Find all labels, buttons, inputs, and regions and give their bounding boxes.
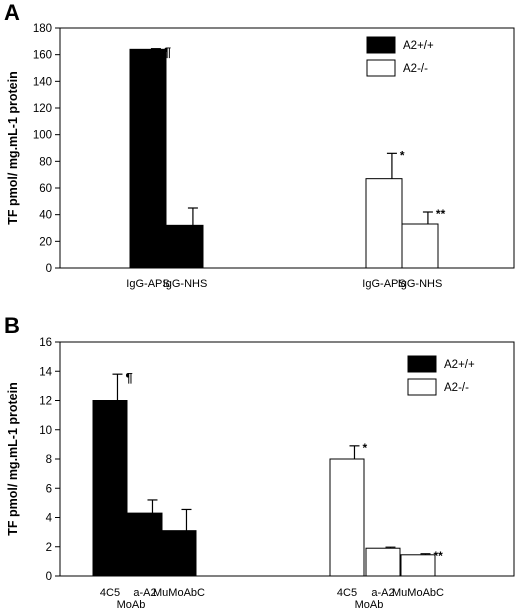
category-label: IgG-NHS: [163, 278, 208, 290]
legend-swatch: [407, 378, 437, 396]
panel-label: A: [4, 0, 20, 25]
y-tick-label: 80: [39, 156, 52, 168]
significance-marker: **: [433, 549, 443, 563]
legend-swatch: [407, 355, 437, 373]
significance-marker: *: [362, 441, 367, 455]
legend-label: A2-/-: [403, 63, 428, 75]
category-label: IgG-APS: [362, 278, 405, 290]
category-sublabel: MoAb: [117, 599, 146, 610]
legend-label: A2+/+: [403, 40, 434, 52]
y-tick-label: 2: [46, 542, 52, 554]
bar: [127, 512, 163, 577]
bar: [365, 547, 401, 577]
y-tick-label: 0: [46, 263, 52, 275]
category-label: IgG-APS: [126, 278, 169, 290]
y-tick-label: 160: [33, 50, 52, 62]
plot-frame: [59, 27, 515, 269]
y-tick-label: 140: [33, 76, 52, 88]
bar: [161, 530, 197, 577]
legend-swatch: [366, 36, 396, 54]
legend-label: A2+/+: [444, 359, 475, 371]
y-tick-label: 20: [39, 236, 52, 248]
category-label: 4C5: [337, 587, 357, 599]
legend-label: A2-/-: [444, 382, 469, 394]
significance-marker: **: [436, 207, 446, 221]
significance-marker: *: [400, 148, 405, 162]
category-label: MuMoAbC: [153, 587, 205, 599]
category-label: 4C5: [100, 587, 120, 599]
y-tick-label: 180: [33, 23, 52, 35]
category-label: a-A2: [371, 587, 394, 599]
y-tick-label: 100: [33, 130, 52, 142]
category-label: a-A2: [133, 587, 156, 599]
y-tick-label: 10: [39, 425, 52, 437]
panel-label: B: [4, 313, 20, 338]
legend-swatch: [366, 59, 396, 77]
y-tick-label: 6: [46, 483, 52, 495]
bar: [129, 48, 167, 269]
y-tick-label: 8: [46, 454, 52, 466]
category-label: IgG-NHS: [398, 278, 443, 290]
y-axis-label: TF pmol/ mg.mL-1 protein: [6, 382, 20, 535]
y-tick-label: 14: [39, 366, 52, 378]
y-tick-label: 4: [46, 513, 53, 525]
y-tick-label: 12: [39, 396, 52, 408]
category-sublabel: MoAb: [355, 599, 384, 610]
y-tick-label: 16: [39, 337, 52, 349]
bar: [166, 224, 204, 269]
panel-b: B TF pmol/ mg.mL-1 protein 0 2 4 6 8 10 12 14 16 4C…: [4, 313, 515, 610]
y-tick-label: 120: [33, 103, 52, 115]
significance-marker: ¶: [125, 370, 132, 385]
category-label: MuMoAbC: [392, 587, 444, 599]
y-axis-label: TF pmol/ mg.mL-1 protein: [6, 71, 20, 224]
significance-marker: ¶: [164, 45, 171, 60]
bar: [365, 178, 403, 269]
panel-a: A TF pmol/ mg.mL-1 protein 0 20 40 60 80 100 120…: [4, 0, 515, 290]
y-tick-label: 40: [39, 210, 52, 222]
bar: [401, 223, 439, 269]
bar: [92, 400, 128, 577]
bar: [329, 458, 365, 577]
y-tick-label: 0: [46, 571, 52, 583]
bar: [400, 554, 436, 577]
y-tick-label: 60: [39, 183, 52, 195]
